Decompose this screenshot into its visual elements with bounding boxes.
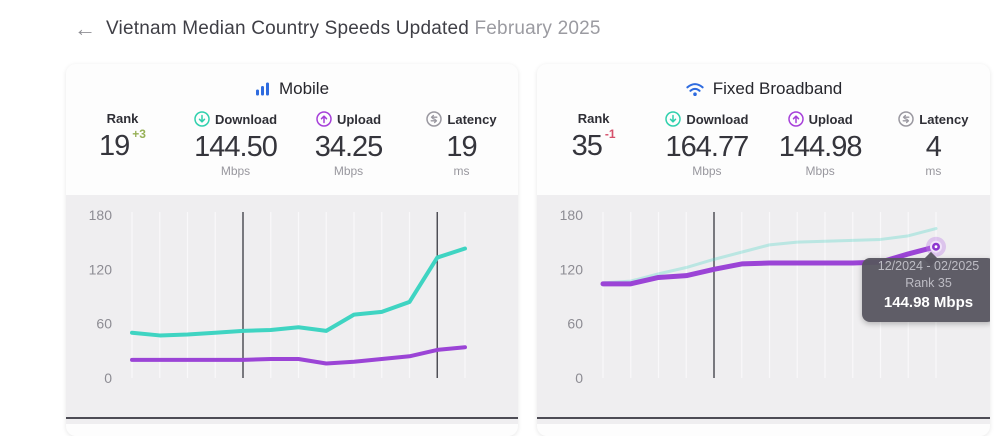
svg-text:120: 120 — [89, 261, 113, 277]
rank-delta-badge: +3 — [132, 126, 146, 141]
mobile-stat-latency: Latency 19 ms — [405, 111, 518, 178]
download-circle-icon — [665, 111, 682, 127]
tooltip-period: 12/2024 - 02/2025 — [877, 259, 980, 273]
stat-unit: Mbps — [220, 164, 251, 179]
stat-label: Download — [214, 111, 278, 127]
stat-label: Rank — [577, 111, 610, 126]
page-header: ← Vietnam Median Country Speeds Updated … — [74, 18, 601, 40]
svg-text:180: 180 — [89, 207, 113, 223]
mobile-stat-upload: Upload 34.25 Mbps — [292, 111, 405, 178]
page-title-period: February 2025 — [474, 18, 601, 39]
rank-delta-badge: -1 — [604, 126, 616, 141]
chart-baseline — [537, 417, 990, 419]
upload-circle-icon — [316, 111, 332, 127]
fixed-stat-upload: Upload 144.98 Mbps — [764, 111, 877, 178]
fixed-card-title: Fixed Broadband — [712, 79, 843, 98]
mobile-stat-download: Download 144.50 Mbps — [179, 111, 292, 178]
tooltip-value: 144.98 Mbps — [883, 293, 974, 311]
mobile-stat-rank: Rank 19 +3 — [66, 111, 179, 178]
svg-text:120: 120 — [560, 261, 584, 277]
stat-unit: Mbps — [805, 164, 835, 179]
stat-value: 144.98 — [778, 131, 863, 163]
mobile-speed-history-chart[interactable]: 180 120 60 0 — [66, 195, 518, 424]
stat-unit: Mbps — [333, 164, 364, 179]
tooltip-rank: Rank 35 — [905, 275, 952, 290]
stat-value: 19 +3 — [99, 126, 146, 162]
wifi-icon — [685, 81, 705, 97]
latency-circle-icon — [898, 111, 915, 127]
svg-text:180: 180 — [560, 207, 584, 223]
mobile-chart-section: 180 120 60 0 — [66, 195, 518, 424]
fixed-chart-section: 180 120 60 0 12/2024 - 02/2025 Rank 35 144.… — [537, 195, 990, 424]
stat-unit: ms — [925, 164, 942, 179]
chart-tooltip: 12/2024 - 02/2025 Rank 35 144.98 Mbps — [862, 251, 990, 322]
svg-text:0: 0 — [575, 370, 583, 386]
stat-label: Upload — [808, 111, 853, 127]
svg-text:60: 60 — [96, 316, 112, 332]
mobile-card-title: Mobile — [278, 79, 330, 98]
stat-label: Latency — [447, 111, 497, 127]
fixed-stat-download: Download 164.77 Mbps — [650, 111, 763, 178]
stat-label: Download — [686, 111, 749, 127]
fixed-stat-latency: Latency 4 ms — [877, 111, 990, 178]
stat-unit: ms — [453, 164, 470, 179]
stat-value: 144.50 — [194, 131, 278, 163]
download-circle-icon — [194, 111, 210, 127]
latency-circle-icon — [426, 111, 443, 127]
chart-baseline — [66, 417, 518, 419]
mobile-signal-bars-icon — [255, 81, 271, 97]
back-arrow-icon[interactable]: ← — [74, 16, 96, 41]
stat-label: Rank — [106, 111, 139, 126]
svg-text:0: 0 — [104, 370, 112, 386]
stat-value: 35 -1 — [571, 126, 616, 162]
page-title: Vietnam Median Country Speeds Updated Fe… — [106, 18, 601, 40]
mobile-card-header: Mobile Rank 19 +3 Download 144.50 Mbps — [66, 64, 518, 195]
fixed-stat-rank: Rank 35 -1 — [537, 111, 650, 178]
upload-circle-icon — [787, 111, 804, 127]
page-title-main: Vietnam Median Country Speeds Updated — [106, 18, 469, 39]
fixed-card-header: Fixed Broadband Rank 35 -1 Download 164.7… — [537, 64, 990, 195]
stat-unit: Mbps — [692, 164, 722, 179]
stat-value: 164.77 — [665, 131, 750, 163]
mobile-card: Mobile Rank 19 +3 Download 144.50 Mbps — [66, 64, 518, 436]
stat-label: Latency — [919, 111, 969, 127]
stat-value: 19 — [446, 131, 477, 163]
stat-value: 34.25 — [314, 131, 384, 163]
fixed-broadband-card: Fixed Broadband Rank 35 -1 Download 164.7… — [537, 64, 990, 436]
stat-value: 4 — [925, 131, 942, 163]
svg-text:60: 60 — [567, 316, 583, 332]
stat-label: Upload — [336, 111, 382, 127]
